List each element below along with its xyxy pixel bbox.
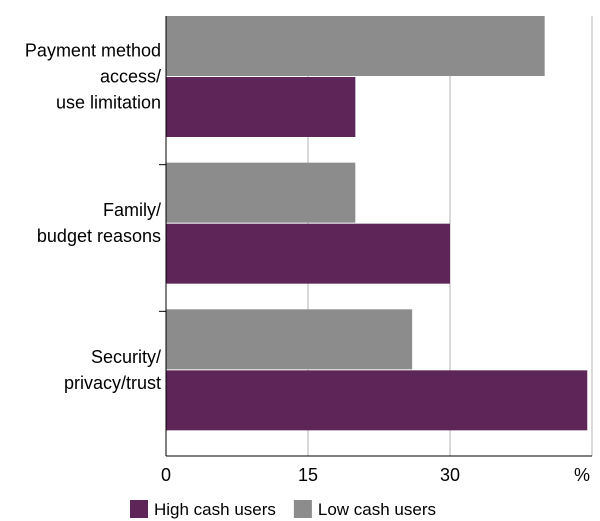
category-label-0: Payment method access/use limitation [25,41,161,113]
bar-high-cash-users-1 [166,223,450,284]
x-tick-labels: 0 15 30% [161,465,590,485]
x-tick-label-3: % [574,465,590,485]
bar-high-cash-users-2 [166,370,588,431]
category-label-line: Payment method [25,41,161,61]
bar-low-cash-users-1 [166,162,356,223]
x-tick-label-0: 0 [161,465,171,485]
legend: High cash users Low cash users [130,500,436,519]
legend-label: Low cash users [318,500,436,519]
category-label-line: Security/ [91,347,161,367]
legend-swatch [130,500,148,518]
category-label-line: budget reasons [37,226,161,246]
category-label-line: access/ [100,67,161,87]
category-label-line: use limitation [56,93,161,113]
legend-item-low-cash-users: Low cash users [293,500,436,519]
category-separator-ticks [159,164,166,312]
category-label-1: Family/budget reasons [37,200,161,246]
x-tick-label-2: 30 [440,465,460,485]
bar-high-cash-users-0 [166,77,356,137]
category-labels: Payment method access/use limitation Famil… [25,41,161,393]
category-label-line: privacy/trust [64,373,161,393]
category-label-line: Family/ [103,200,161,220]
legend-item-high-cash-users: High cash users [130,500,276,519]
bar-low-cash-users-0 [166,16,545,76]
bar-low-cash-users-2 [166,309,413,370]
bars [166,16,588,431]
category-label-2: Security/privacy/trust [64,347,161,393]
legend-label: High cash users [154,500,276,519]
x-tick-label-1: 15 [298,465,318,485]
legend-swatch [293,500,312,518]
